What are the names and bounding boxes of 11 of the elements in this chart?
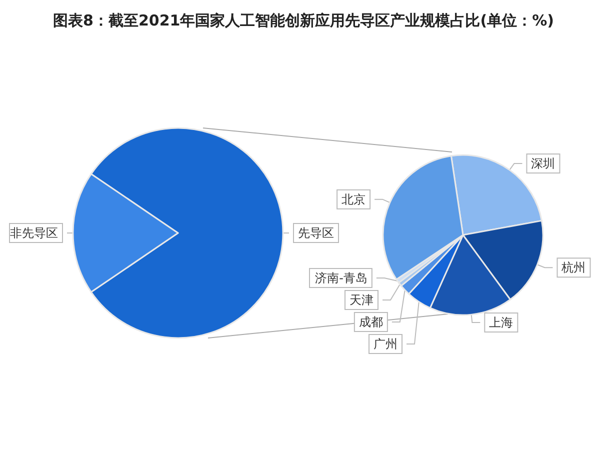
slice-label: 北京	[342, 192, 366, 206]
slice-label: 上海	[489, 316, 514, 330]
slice-label: 成都	[358, 315, 383, 329]
chart-title: 图表8：截至2021年国家人工智能创新应用先导区产业规模占比(单位：%)	[53, 12, 554, 30]
slice-label: 先导区	[298, 226, 334, 240]
slice-label: 天津	[349, 293, 374, 307]
slice-label: 济南-青岛	[315, 271, 368, 285]
slice-label: 广州	[374, 337, 398, 351]
slice-label: 非先导区	[10, 226, 58, 240]
slice-label: 深圳	[531, 156, 556, 170]
slice-label: 杭州	[560, 260, 586, 275]
